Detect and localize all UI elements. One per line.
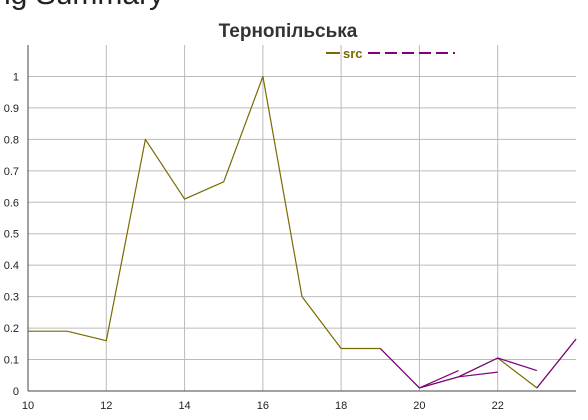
chart-axes [27, 45, 576, 392]
y-tick-label: 0.8 [4, 134, 19, 146]
x-tick-label: 12 [100, 400, 112, 412]
x-tick-label: 16 [257, 400, 269, 412]
y-tick-label: 0.6 [4, 197, 19, 209]
y-tick-label: 0 [13, 386, 19, 398]
y-tick-label: 0.5 [4, 229, 19, 241]
y-tick-label: 0.3 [4, 292, 19, 304]
chart-title: Тернопільська [219, 21, 358, 42]
x-tick-label: 20 [413, 400, 425, 412]
x-tick-label: 18 [335, 400, 347, 412]
series-line-src [28, 75, 577, 389]
y-tick-label: 0.1 [4, 355, 19, 367]
chart-legend[interactable]: src [326, 46, 455, 61]
series-line-forecast-2 [419, 371, 498, 389]
chart-series [28, 75, 577, 389]
y-tick-label: 0.2 [4, 323, 19, 335]
series-line-forecast-3 [458, 357, 538, 378]
legend-label-src: src [343, 46, 363, 61]
chart-grid [28, 45, 576, 391]
y-tick-label: 0.9 [4, 103, 19, 115]
x-tick-label: 14 [178, 400, 190, 412]
x-tick-label: 22 [492, 400, 504, 412]
y-axis-ticks: 0 0.1 0.2 0.3 0.4 0.5 0.6 0.7 0.8 0.9 1 [4, 71, 19, 398]
x-tick-label: 10 [22, 400, 34, 412]
y-tick-label: 0.4 [4, 260, 19, 272]
y-tick-label: 1 [13, 71, 19, 83]
y-tick-label: 0.7 [4, 166, 19, 178]
page-heading: ng Summary [0, 0, 164, 10]
series-line-forecast-4 [536, 338, 577, 389]
x-axis-ticks: 10 12 14 16 18 20 22 [22, 400, 504, 412]
